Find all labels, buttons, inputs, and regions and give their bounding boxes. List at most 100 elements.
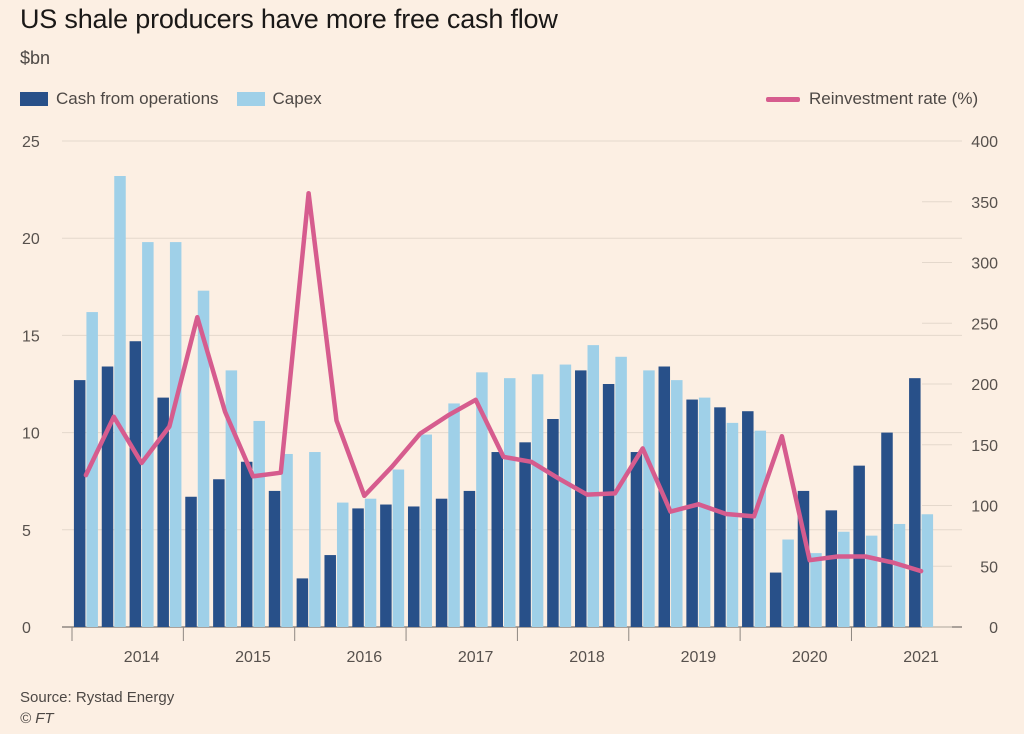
y-tick-left: 5	[22, 523, 31, 540]
bar-cfo	[909, 378, 921, 627]
x-tick-label: 2018	[569, 649, 605, 666]
y-tick-right: 100	[971, 499, 998, 516]
x-tick-label: 2019	[681, 649, 717, 666]
bar-cfo	[73, 380, 86, 627]
bar-capex	[671, 380, 683, 627]
x-tick-label: 2020	[792, 649, 828, 666]
y-tick-left: 10	[22, 426, 40, 443]
bar-capex	[810, 553, 822, 627]
bar-capex	[698, 397, 711, 627]
bar-cfo	[491, 452, 503, 627]
y-tick-right: 250	[971, 316, 998, 333]
bar-cfo	[185, 496, 197, 627]
bar-capex	[838, 531, 850, 627]
legend-label-capex: Capex	[272, 89, 322, 108]
legend-label-reinvest: Reinvestment rate (%)	[809, 89, 979, 108]
bar-capex	[726, 422, 739, 627]
bar-capex	[225, 370, 238, 627]
bar-cfo	[324, 555, 336, 627]
x-tick-label: 2016	[347, 649, 383, 666]
bar-capex	[754, 430, 767, 627]
source-note: Source: Rystad Energy	[20, 689, 175, 706]
y-tick-left: 0	[22, 620, 31, 637]
bar-capex	[197, 290, 210, 627]
bar-capex	[420, 434, 432, 627]
bar-capex	[615, 356, 627, 627]
y-tick-right: 350	[971, 195, 998, 212]
y-tick-right: 150	[971, 438, 998, 455]
bar-capex	[281, 453, 293, 627]
bar-capex	[782, 539, 794, 627]
bar-cfo	[268, 490, 281, 627]
legend-item-cfo: Cash from operations	[20, 89, 219, 109]
y-tick-right: 400	[971, 134, 998, 151]
units-label: $bn	[20, 48, 51, 68]
bar-capex	[86, 312, 98, 627]
legend-swatch-cfo	[20, 92, 48, 106]
legend-swatch-capex	[236, 92, 265, 106]
x-tick-label: 2014	[124, 649, 160, 666]
y-tick-right: 200	[971, 377, 998, 394]
bar-cfo	[853, 465, 865, 627]
bar-cfo	[714, 407, 726, 627]
bar-cfo	[213, 479, 225, 627]
legend-right: Reinvestment rate (%)	[766, 89, 978, 109]
bar-cfo	[797, 490, 810, 627]
bar-capex	[309, 452, 321, 627]
bar-capex	[392, 469, 405, 627]
bar-cfo	[380, 504, 392, 627]
bar-cfo	[101, 366, 114, 627]
bar-capex	[865, 535, 878, 627]
y-tick-left: 25	[22, 134, 40, 151]
bar-capex	[448, 403, 460, 627]
legend-left: Cash from operations Capex	[20, 89, 340, 109]
legend-label-cfo: Cash from operations	[56, 89, 219, 108]
bar-capex	[114, 175, 126, 627]
bar-cfo	[157, 397, 169, 627]
bar-cfo	[686, 399, 698, 627]
bar-capex	[142, 242, 154, 627]
bar-capex	[336, 502, 349, 627]
bar-cfo	[881, 432, 893, 627]
bar-capex	[476, 372, 488, 627]
bar-capex	[364, 498, 377, 627]
reinvestment-rate-line	[83, 190, 924, 574]
bar-cfo	[742, 411, 754, 627]
bar-cfo	[630, 452, 643, 627]
bar-capex	[559, 364, 572, 627]
y-tick-left: 20	[22, 231, 40, 248]
chart-title: US shale producers have more free cash f…	[20, 4, 558, 34]
bar-capex	[893, 523, 906, 627]
bar-capex	[921, 514, 934, 627]
bar-cfo	[296, 578, 309, 627]
bar-capex	[169, 242, 182, 627]
bar-cfo	[435, 498, 448, 627]
bar-capex	[643, 370, 655, 627]
bar-capex	[504, 378, 516, 627]
bar-cfo	[129, 341, 142, 627]
bar-cfo	[352, 508, 364, 627]
bar-cfo	[407, 506, 420, 627]
x-tick-label: 2021	[903, 649, 939, 666]
y-tick-left: 15	[22, 328, 40, 345]
bar-cfo	[240, 461, 253, 627]
legend-item-capex: Capex	[236, 89, 322, 109]
bar-cfo	[602, 384, 615, 627]
credit-note: © FT	[20, 710, 54, 727]
y-tick-right: 0	[989, 620, 998, 637]
bar-capex	[587, 345, 600, 627]
y-tick-right: 300	[971, 256, 998, 273]
bar-cfo	[547, 418, 559, 627]
bar-cfo	[575, 370, 587, 627]
bar-cfo	[519, 442, 531, 627]
x-tick-label: 2015	[235, 649, 271, 666]
bar-cfo	[463, 490, 476, 627]
bar-capex	[531, 374, 544, 627]
x-tick-label: 2017	[458, 649, 494, 666]
legend-line-reinvest	[766, 96, 800, 102]
bar-cfo	[769, 572, 782, 627]
y-tick-right: 50	[980, 559, 998, 576]
bar-cfo	[825, 510, 838, 627]
bar-capex	[253, 420, 265, 627]
